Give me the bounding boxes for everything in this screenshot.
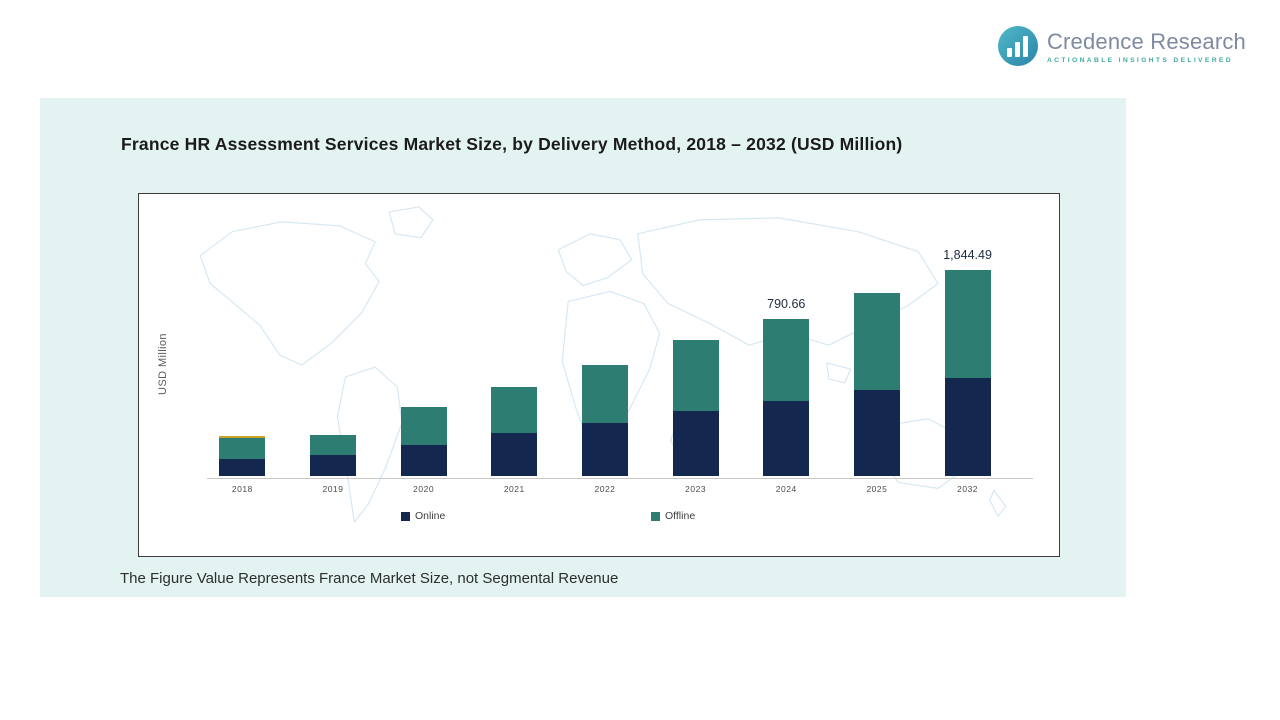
bar-segment-online [672,411,719,476]
legend-label-offline: Offline [665,510,696,522]
x-tick-label: 2022 [594,484,616,494]
x-tick-label: 2024 [775,484,797,494]
x-tick-label: 2021 [503,484,525,494]
x-tick-label: 2023 [685,484,707,494]
x-tick-label: 2019 [322,484,344,494]
legend-item-offline: Offline [651,510,695,522]
bar-segment-offline [672,340,719,411]
x-tick-label: 2020 [413,484,435,494]
bar-group: 2022 [560,365,650,494]
bar-total-label: 1,844.49 [943,248,992,262]
x-tick-label: 2018 [231,484,253,494]
bar-group: 790.66 2024 [741,297,831,494]
bar-segment-online [853,390,900,476]
bar-segment-online [491,433,538,476]
chart-panel: France HR Assessment Services Market Siz… [40,98,1126,597]
bar-group: 2018 [197,436,287,494]
bar-segment-online [400,445,447,476]
bar-segment-online [944,378,991,476]
bar-total-label: 790.66 [767,297,806,311]
credence-research-logo: Credence Research Actionable Insights De… [997,26,1246,66]
legend-swatch-offline [651,511,660,521]
bar-segment-offline [309,435,356,455]
legend-item-online: Online [401,510,445,522]
legend-label-online: Online [415,510,446,522]
chart-plot-area: USD Million 2018 2019 2020 2021 2022 2023 790.… [138,193,1060,557]
legend-swatch-online [401,511,410,521]
chart-legend: Online Offline [139,510,1059,526]
bar-segment-offline [763,319,810,401]
bar-segment-accent [219,436,266,438]
chart-title: France HR Assessment Services Market Siz… [121,134,903,154]
logo-name: Credence Research [1046,28,1246,54]
logo-bar-chart-icon [997,26,1038,66]
bars-row: 2018 2019 2020 2021 2022 2023 790.66 2024 2025 1,… [197,248,1013,494]
bar-segment-offline [853,293,900,390]
logo-tagline: Actionable Insights Delivered [1046,56,1233,64]
bar-segment-online [581,423,628,476]
bar-group: 1,844.49 2032 [923,248,1013,494]
bar-segment-online [763,401,810,476]
bar-segment-offline [400,407,447,445]
y-axis-label: USD Million [157,333,169,395]
x-axis-line [207,478,1033,479]
bar-segment-online [219,459,266,476]
bar-segment-online [309,455,356,476]
bar-group: 2021 [469,387,559,494]
bar-group: 2023 [651,340,741,494]
bar-group: 2020 [379,407,469,494]
bar-segment-offline [219,438,266,459]
x-tick-label: 2032 [957,484,979,494]
bar-segment-offline [944,270,991,378]
bar-segment-offline [491,387,538,433]
x-tick-label: 2025 [866,484,888,494]
figure-footnote: The Figure Value Represents France Marke… [120,570,619,587]
bar-group: 2025 [832,293,922,494]
bar-group: 2019 [288,435,378,494]
bar-segment-offline [581,365,628,423]
